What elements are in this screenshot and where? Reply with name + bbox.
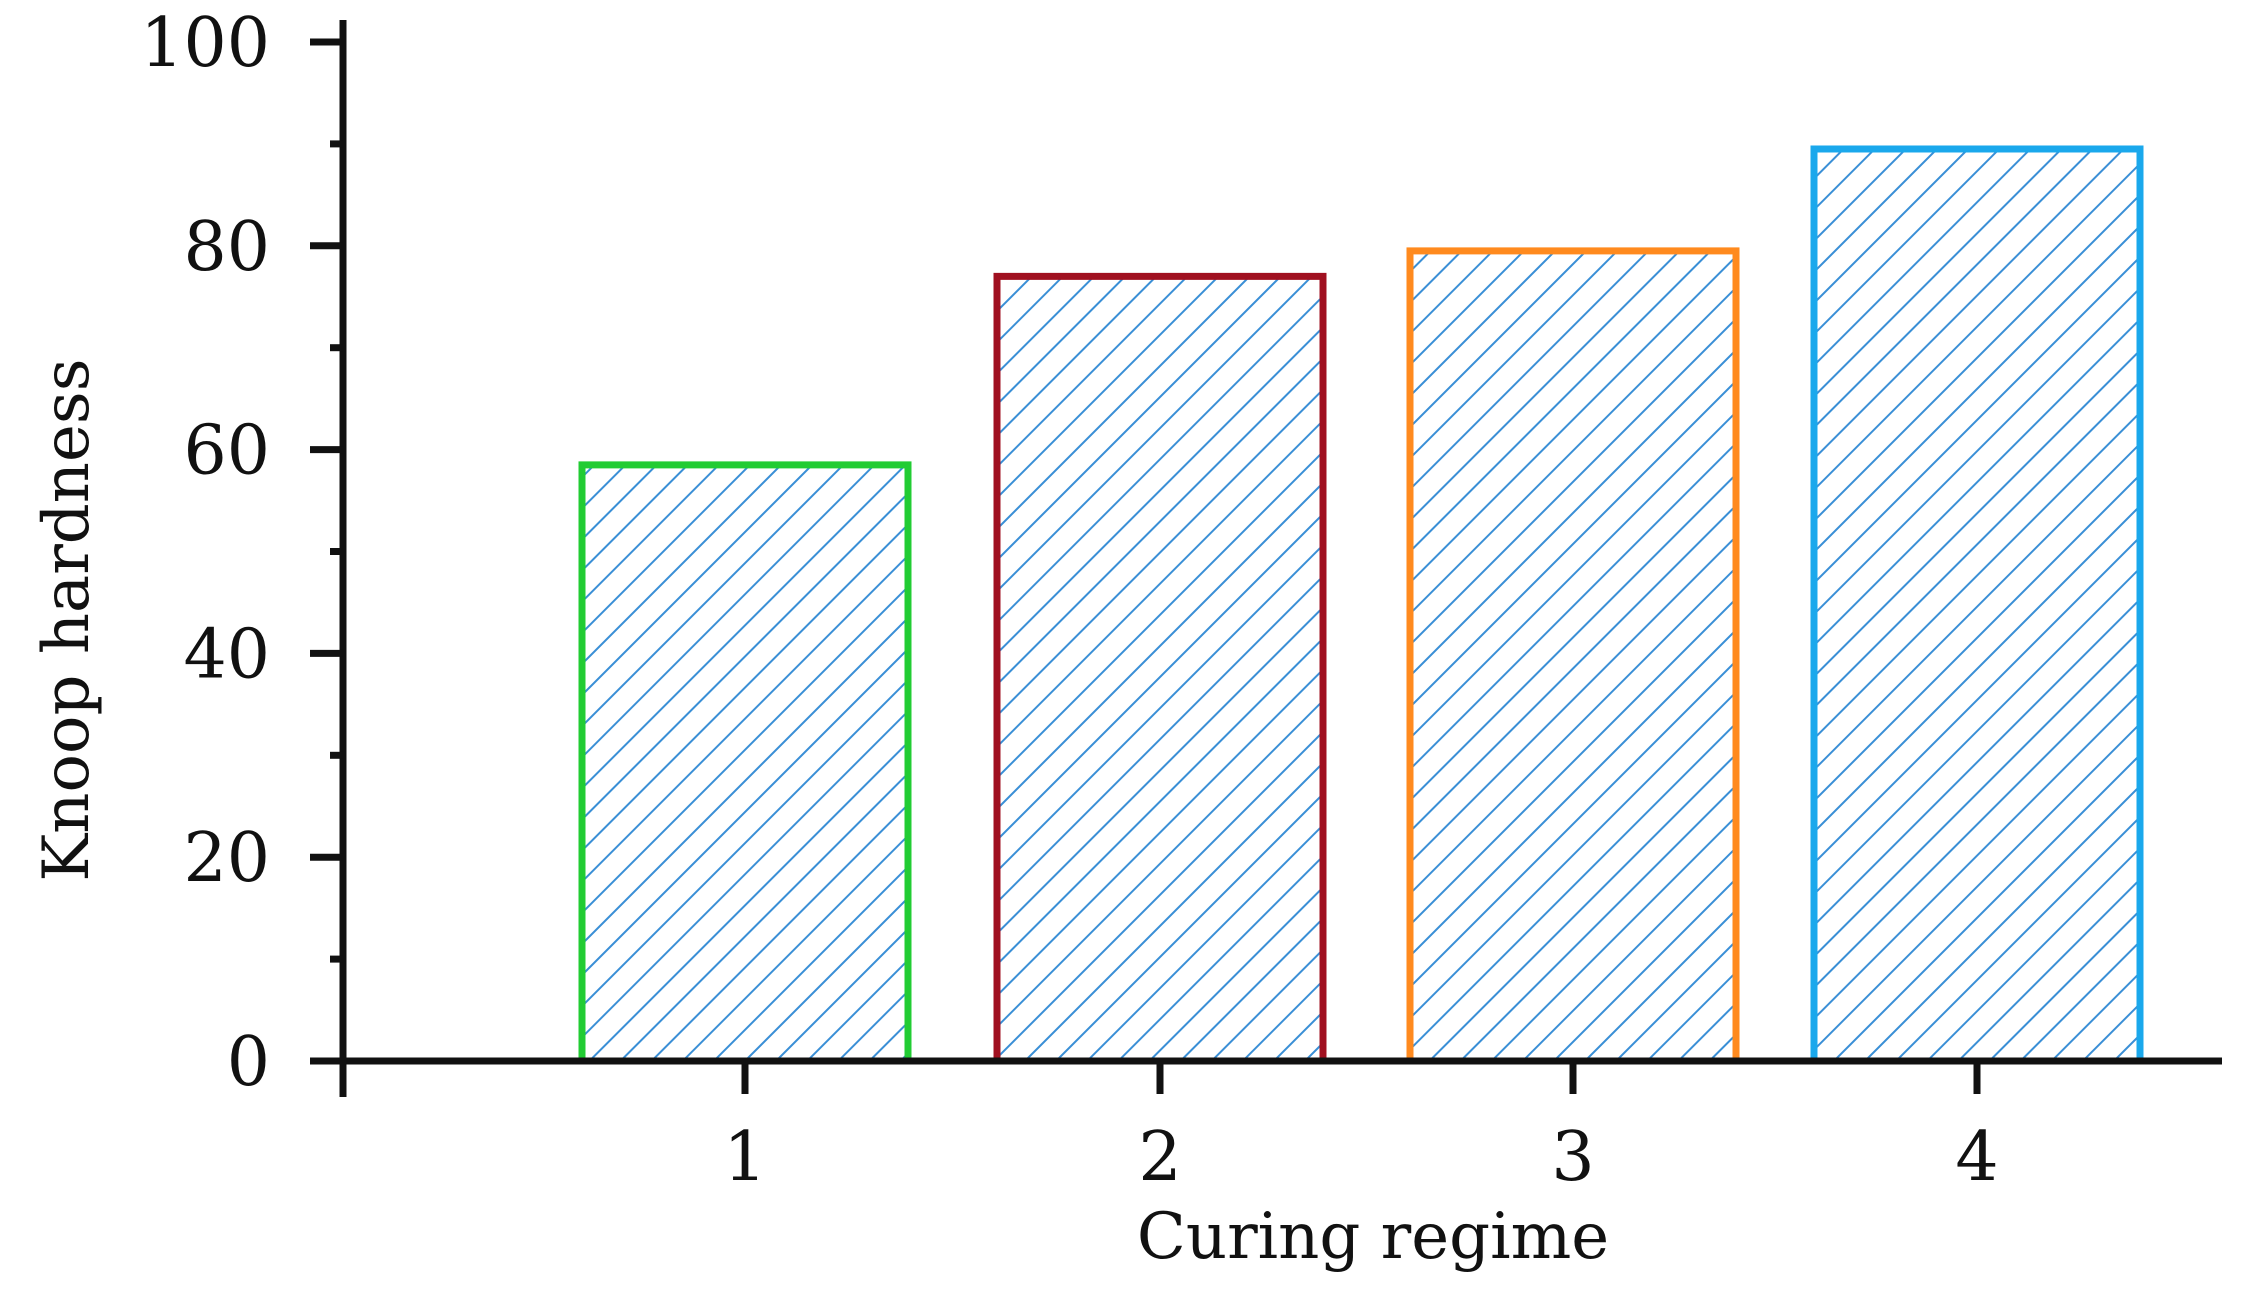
bar-3: [1406, 247, 1740, 1065]
y-tick-label: 0: [227, 1023, 270, 1102]
x-ticks: 1 2 3 4: [723, 1061, 1999, 1197]
bars-layer: [578, 145, 2144, 1065]
y-tick-label: 60: [183, 412, 270, 491]
x-tick-label-2: 2: [1138, 1118, 1181, 1197]
bar-2: [993, 272, 1327, 1065]
y-ticks: 0 20 40 60 80 100: [140, 4, 343, 1102]
y-tick-label: 40: [183, 615, 270, 694]
y-tick-label: 20: [183, 819, 270, 898]
x-tick-label-4: 4: [1955, 1118, 1998, 1197]
axes: [310, 20, 2222, 1097]
bar-4: [1810, 145, 2144, 1065]
y-tick-label: 100: [140, 4, 270, 83]
y-axis-title: Knoop hardness: [30, 358, 104, 881]
x-tick-label-3: 3: [1551, 1118, 1594, 1197]
y-tick-label: 80: [183, 208, 270, 287]
x-axis-title: Curing regime: [1137, 1200, 1609, 1274]
bar-1: [578, 461, 912, 1065]
x-tick-label-1: 1: [723, 1118, 766, 1197]
